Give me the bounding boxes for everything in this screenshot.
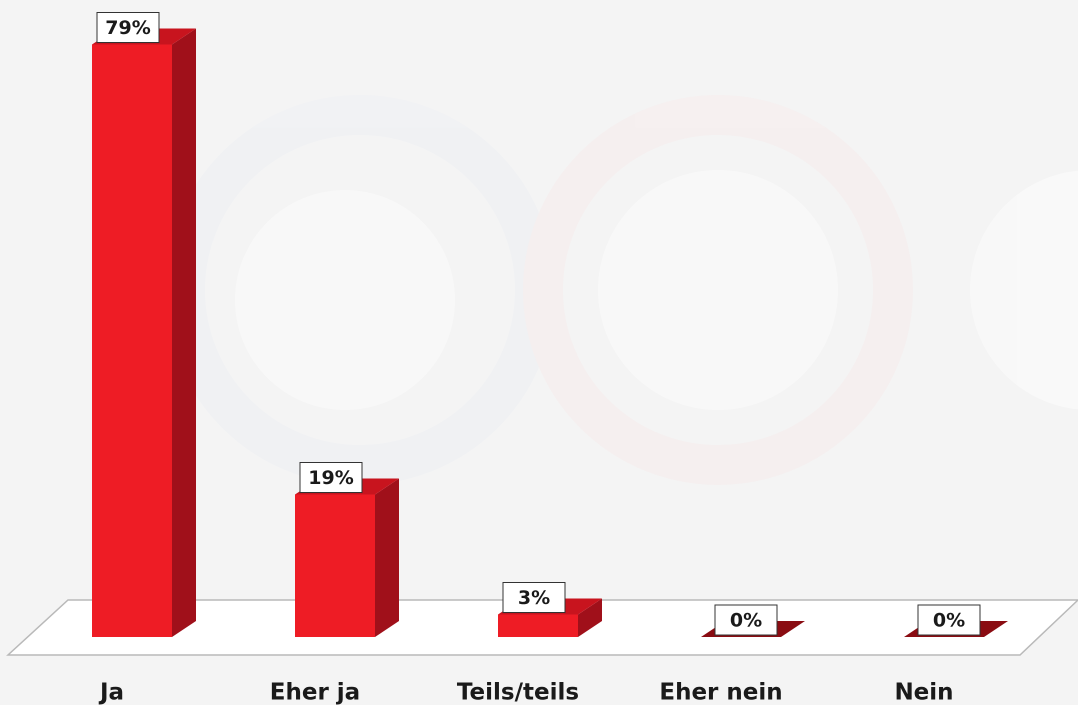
value-label: 79% (105, 17, 150, 39)
bar-side (172, 29, 196, 638)
bar-side (375, 479, 399, 638)
x-tick-label: Eher ja (270, 680, 360, 705)
bar (498, 615, 578, 638)
value-label: 3% (518, 587, 550, 609)
x-tick-label: Teils/teils (457, 680, 579, 705)
x-tick-label: Ja (98, 680, 124, 705)
value-label: 19% (308, 467, 353, 489)
value-label: 0% (730, 610, 762, 632)
bar (295, 495, 375, 638)
bar (92, 45, 172, 638)
value-label: 0% (933, 610, 965, 632)
x-tick-label: Nein (894, 680, 953, 705)
chart: 79% Ja 19% Eher ja 3% Teils/teils 0% Eher nein 0… (0, 0, 1078, 705)
x-tick-label: Eher nein (659, 680, 782, 705)
